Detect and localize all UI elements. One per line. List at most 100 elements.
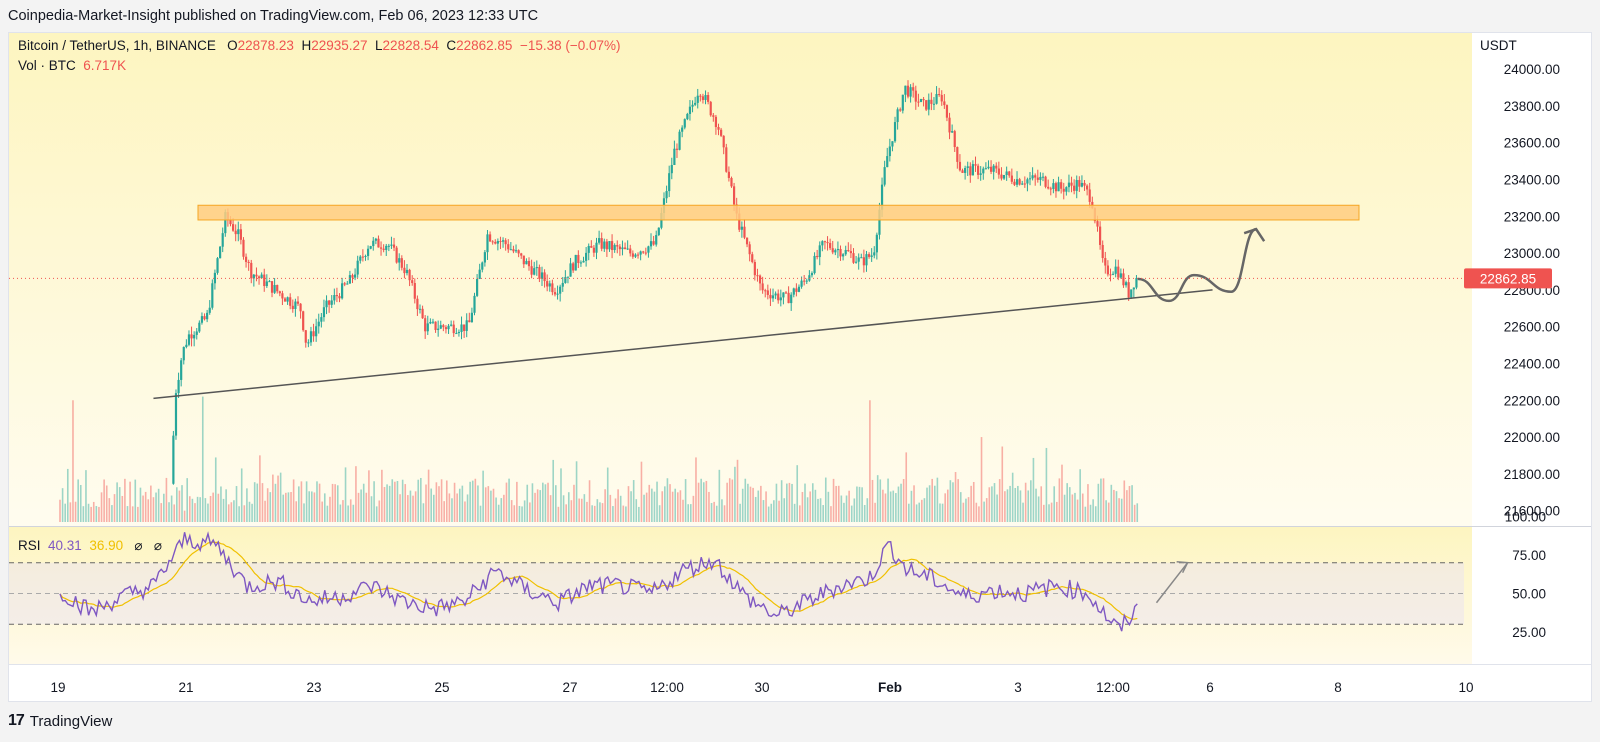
rsi-indicator <box>9 531 1464 632</box>
footer-bar <box>0 702 1600 742</box>
volume-bar <box>1061 464 1063 522</box>
rsi-tick-label: 50.00 <box>1512 587 1546 602</box>
resistance-zone[interactable] <box>197 204 1360 221</box>
rsi-legend[interactable]: RSI 40.31 36.90 ⌀ ⌀ <box>18 538 162 554</box>
candle-body <box>865 254 868 266</box>
candle-body <box>813 255 816 274</box>
candle-body <box>930 99 933 104</box>
volume-bar <box>137 506 139 522</box>
volume-bar <box>116 482 118 522</box>
candle-body <box>374 238 377 241</box>
volume-bar <box>383 487 386 522</box>
volume-bar <box>168 502 170 522</box>
volume-bar <box>1136 503 1139 522</box>
volume-bar <box>993 483 996 522</box>
price-axis[interactable]: USDT 21600.00 21800.00 22000.00 22200.00 224… <box>1480 38 1560 519</box>
volume-bar <box>876 475 879 522</box>
rsi-ma-line <box>59 541 1138 620</box>
volume-bar <box>744 478 747 522</box>
candle-body <box>574 254 577 271</box>
candle-body <box>699 95 702 97</box>
price-tick-label: 21600.00 <box>1504 504 1560 519</box>
candle-body <box>203 316 206 320</box>
volume-bar <box>713 501 715 522</box>
candle-body <box>655 235 658 245</box>
candle-body <box>891 141 894 147</box>
volume-legend[interactable]: Vol · BTC 6.717K <box>18 58 126 73</box>
candle-body <box>501 240 505 242</box>
candle-body <box>582 260 585 263</box>
candle-body <box>364 255 367 257</box>
open-value: 22878.23 <box>237 38 294 53</box>
rsi-axis[interactable]: 25.00 50.00 75.00 100.00 <box>1505 510 1546 641</box>
projection-path[interactable] <box>1137 227 1257 303</box>
candle-body <box>231 224 235 231</box>
volume-bar <box>77 479 79 522</box>
candle-body <box>1054 183 1058 192</box>
time-tick-label: 6 <box>1206 680 1214 695</box>
volume-bar <box>323 493 326 522</box>
volume-bar <box>848 490 850 522</box>
support-trendline[interactable] <box>153 289 1213 400</box>
volume-bar <box>516 481 518 522</box>
tradingview-brand[interactable]: 17 TradingView <box>8 712 112 730</box>
volume-bar <box>666 478 669 522</box>
volume-bar <box>547 482 549 522</box>
price-tick-label: 23600.00 <box>1504 136 1560 151</box>
volume-bar <box>344 467 347 522</box>
price-pane-background <box>9 33 1472 526</box>
volume-bar <box>440 479 443 522</box>
price-tick-label: 23400.00 <box>1504 172 1560 187</box>
volume-bar <box>749 486 752 522</box>
candle-body <box>1039 176 1042 180</box>
volume-bar <box>1110 484 1113 522</box>
candle-body <box>647 246 650 253</box>
candle-body <box>665 191 668 199</box>
volume-bar <box>212 492 214 522</box>
volume-bar <box>518 505 521 522</box>
candle-body <box>1018 179 1021 185</box>
volume-bar <box>780 480 783 522</box>
candle-body <box>896 109 899 123</box>
volume-bar <box>814 489 817 522</box>
volume-bar <box>1081 493 1084 522</box>
candle-body <box>530 266 533 275</box>
time-axis[interactable]: 19 21 23 25 27 12:00 30 Feb 3 12:00 6 8 10 <box>50 680 1473 695</box>
candle-body <box>1062 188 1065 192</box>
candle-body <box>836 248 840 251</box>
candle-body <box>823 241 827 243</box>
rsi-label: RSI <box>18 538 41 553</box>
volume-bar <box>300 481 303 522</box>
candle-body <box>312 331 315 337</box>
time-tick-label: 23 <box>306 680 321 695</box>
ohlc-legend[interactable]: Bitcoin / TetherUS, 1h, BINANCE O22878.2… <box>18 38 621 53</box>
volume-bar <box>586 501 588 522</box>
volume-bar <box>1022 502 1024 522</box>
candle-body <box>431 321 435 323</box>
candle-body <box>439 325 442 329</box>
candle-body <box>880 184 884 210</box>
candle-body <box>1088 189 1091 202</box>
time-tick-label: 25 <box>434 680 449 695</box>
volume-bar <box>762 500 765 522</box>
volume-bar <box>381 469 383 522</box>
volume-bar <box>92 501 95 522</box>
candle-body <box>470 312 474 323</box>
volume-bar <box>471 480 474 522</box>
candle-body <box>377 238 380 248</box>
candle-body <box>795 288 798 292</box>
candle-body <box>714 116 718 128</box>
volume-bar <box>129 481 131 522</box>
candle-body <box>299 303 302 312</box>
candle-body <box>265 281 268 287</box>
volume-bar <box>526 484 529 522</box>
volume-bar <box>445 480 448 522</box>
volume-bar <box>261 483 264 522</box>
volume-bar <box>303 503 305 522</box>
candle-body <box>296 301 300 304</box>
candle-body <box>481 262 484 270</box>
candle-body <box>927 99 930 110</box>
candle-body <box>1073 185 1076 191</box>
candle-body <box>1122 273 1125 286</box>
